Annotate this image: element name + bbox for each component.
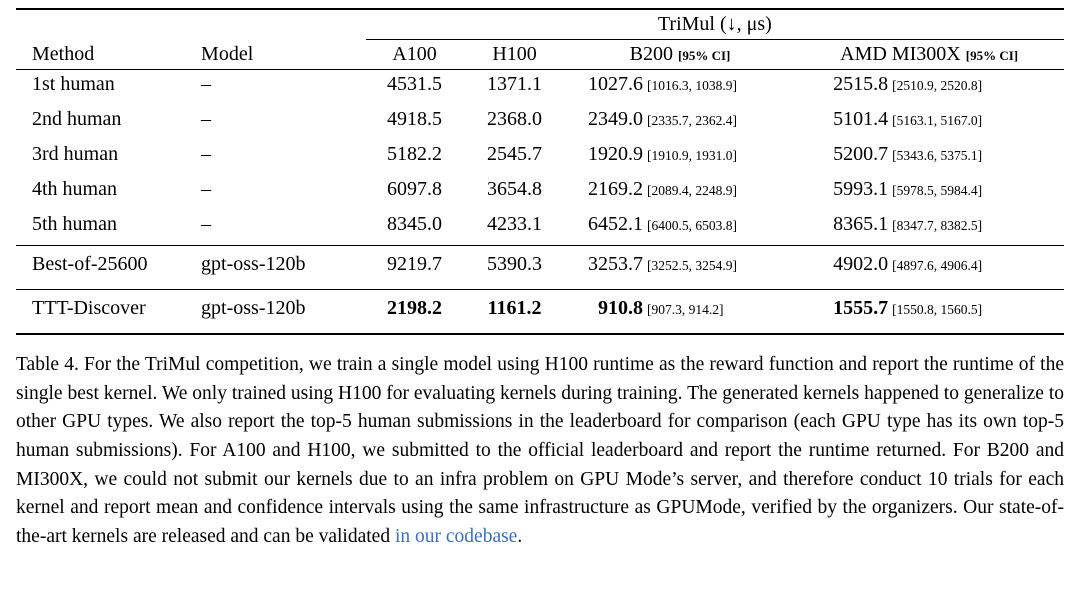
mi300x-ci: [2510.9, 2520.8]	[892, 78, 983, 93]
trimul-group-header: TriMul (↓, μs)	[365, 9, 1064, 40]
model-cell: –	[201, 178, 212, 200]
method-cell: 2nd human	[32, 108, 122, 130]
mi300x-ci: [5343.6, 5375.1]	[892, 148, 983, 163]
mi300x-mean: 1555.7	[833, 297, 889, 319]
table-caption: Table 4. For the TriMul competition, we …	[16, 351, 1064, 552]
mi300x-value: 4902.0 [4897.6, 4906.4]	[794, 245, 1064, 290]
model-header: Model	[201, 39, 366, 70]
b200-mean: 6452.1	[588, 213, 643, 235]
method-cell: 1st human	[32, 73, 115, 95]
model-cell: gpt-oss-120b	[201, 289, 366, 334]
b200-header-label: B200	[629, 43, 673, 65]
results-table: TriMul (↓, μs) Method Model A100 H100 B2…	[16, 8, 1064, 335]
method-cell: 3rd human	[32, 143, 119, 165]
mi300x-value: 5993.1 [5978.5, 5984.4]	[794, 175, 1064, 210]
h100-value: 4233.1	[487, 213, 543, 235]
mi300x-value: 2515.8 [2510.9, 2520.8]	[794, 70, 1064, 106]
mi300x-header-label: AMD MI300X	[840, 43, 961, 65]
mi300x-mean: 8365.1	[833, 213, 889, 235]
mi300x-ci: [8347.7, 8382.5]	[892, 218, 983, 233]
b200-ci: [907.3, 914.2]	[647, 302, 724, 317]
table-row-2nd-human: 2nd human – 4918.5 2368.0 2349.0 [2335.7,…	[16, 105, 1064, 140]
b200-ci-label: [95% CI]	[677, 48, 731, 63]
b200-mean: 1027.6	[588, 73, 643, 95]
codebase-link[interactable]: in our codebase	[394, 525, 518, 547]
mi300x-ci: [5978.5, 5984.4]	[892, 183, 983, 198]
table-row-1st-human: 1st human – 4531.5 1371.1 1027.6 [1016.3,…	[16, 70, 1064, 106]
b200-ci: [6400.5, 6503.8]	[647, 218, 737, 233]
mi300x-mean: 5200.7	[833, 143, 889, 165]
method-cell: 4th human	[32, 178, 117, 200]
h100-value: 1371.1	[487, 73, 543, 95]
mi300x-ci: [4897.6, 4906.4]	[892, 258, 983, 273]
a100-value: 6097.8	[387, 178, 443, 200]
h100-value: 5390.3	[463, 245, 566, 290]
b200-value: 3253.7 [3252.5, 3254.9]	[565, 245, 795, 290]
table-row-5th-human: 5th human – 8345.0 4233.1 6452.1 [6400.5,…	[16, 210, 1064, 246]
h100-value: 2545.7	[487, 143, 543, 165]
h100-value: 3654.8	[487, 178, 543, 200]
a100-value: 4531.5	[387, 73, 443, 95]
b200-mean: 1920.9	[588, 143, 643, 165]
model-cell: –	[201, 73, 212, 95]
b200-ci: [1910.9, 1931.0]	[647, 148, 737, 163]
method-cell: Best-of-25600	[16, 245, 202, 290]
model-cell: –	[201, 213, 212, 235]
method-header: Method	[16, 39, 202, 70]
b200-mean: 2169.2	[588, 178, 643, 200]
caption-period: .	[517, 525, 523, 547]
mi300x-ci: [1550.8, 1560.5]	[892, 302, 983, 317]
a100-value: 8345.0	[387, 213, 443, 235]
mi300x-mean: 5993.1	[833, 178, 889, 200]
mi300x-mean: 4902.0	[833, 253, 889, 275]
mi300x-value: 5200.7 [5343.6, 5375.1]	[794, 140, 1064, 175]
b200-mean: 2349.0	[588, 108, 643, 130]
method-cell: TTT-Discover	[16, 289, 202, 334]
b200-mean: 910.8	[598, 297, 643, 319]
group-header-row: TriMul (↓, μs)	[16, 9, 1064, 40]
mi300x-header: AMD MI300X [95% CI]	[794, 39, 1064, 70]
a100-value: 5182.2	[387, 143, 443, 165]
h100-value: 1161.2	[463, 289, 566, 334]
caption-text: Table 4. For the TriMul competition, we …	[16, 354, 1064, 547]
mi300x-mean: 5101.4	[833, 108, 889, 130]
mi300x-value: 5101.4 [5163.1, 5167.0]	[794, 105, 1064, 140]
table-row-3rd-human: 3rd human – 5182.2 2545.7 1920.9 [1910.9,…	[16, 140, 1064, 175]
group-header-spacer	[16, 9, 366, 40]
b200-value: 6452.1 [6400.5, 6503.8]	[566, 210, 795, 246]
table-row-4th-human: 4th human – 6097.8 3654.8 2169.2 [2089.4,…	[16, 175, 1064, 210]
model-cell: –	[201, 143, 212, 165]
a100-value: 9219.7	[365, 245, 464, 290]
b200-mean: 3253.7	[588, 253, 643, 275]
model-cell: gpt-oss-120b	[201, 245, 366, 290]
table-row-ttt-discover: TTT-Discover gpt-oss-120b 2198.2 1161.2 …	[16, 289, 1064, 334]
h100-value: 2368.0	[487, 108, 543, 130]
column-header-row: Method Model A100 H100 B200 [95% CI] AMD…	[16, 39, 1064, 70]
b200-value: 910.8 [907.3, 914.2]	[565, 289, 795, 334]
b200-ci: [3252.5, 3254.9]	[647, 258, 737, 273]
mi300x-ci-label: [95% CI]	[965, 48, 1019, 63]
mi300x-mean: 2515.8	[833, 73, 889, 95]
b200-value: 2169.2 [2089.4, 2248.9]	[566, 175, 795, 210]
model-cell: –	[201, 108, 212, 130]
h100-header: H100	[463, 39, 566, 70]
a100-header: A100	[365, 39, 464, 70]
b200-value: 2349.0 [2335.7, 2362.4]	[566, 105, 795, 140]
b200-header: B200 [95% CI]	[565, 39, 795, 70]
b200-ci: [2335.7, 2362.4]	[647, 113, 737, 128]
b200-ci: [1016.3, 1038.9]	[647, 78, 737, 93]
a100-value: 4918.5	[387, 108, 443, 130]
b200-value: 1920.9 [1910.9, 1931.0]	[566, 140, 795, 175]
table-row-best-of: Best-of-25600 gpt-oss-120b 9219.7 5390.3…	[16, 245, 1064, 290]
a100-value: 2198.2	[365, 289, 464, 334]
mi300x-value: 8365.1 [8347.7, 8382.5]	[794, 210, 1064, 246]
mi300x-ci: [5163.1, 5167.0]	[892, 113, 983, 128]
b200-ci: [2089.4, 2248.9]	[647, 183, 737, 198]
b200-value: 1027.6 [1016.3, 1038.9]	[566, 70, 795, 106]
mi300x-value: 1555.7 [1550.8, 1560.5]	[794, 289, 1064, 334]
method-cell: 5th human	[32, 213, 117, 235]
